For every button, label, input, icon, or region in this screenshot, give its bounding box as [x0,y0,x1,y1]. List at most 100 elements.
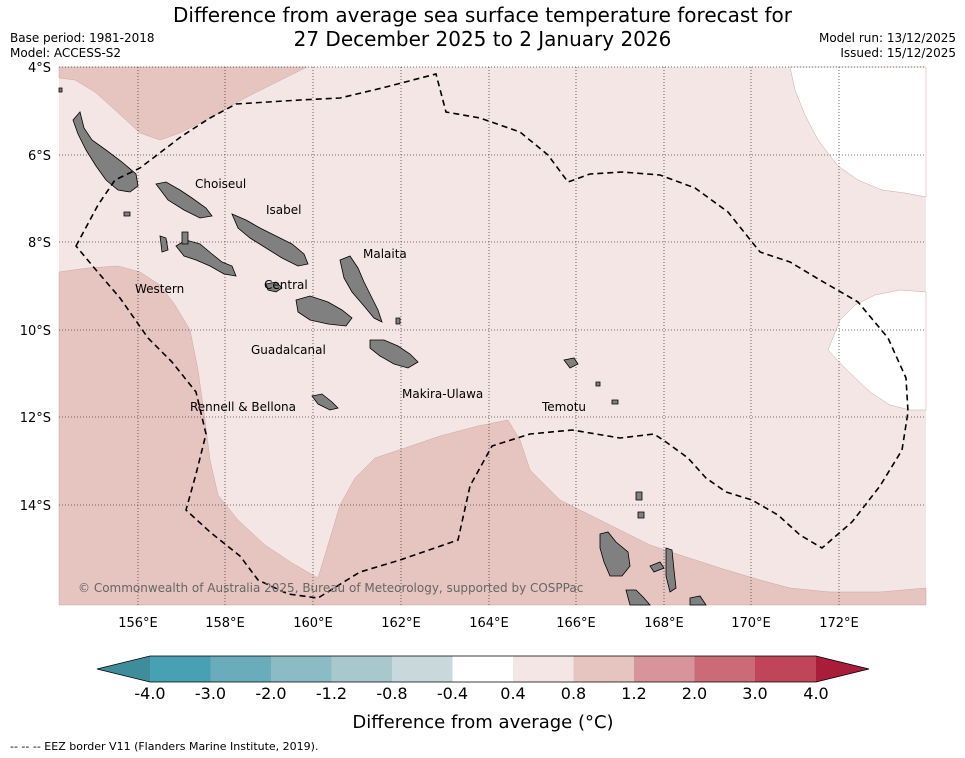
colorbar-tick-label: 0.8 [561,684,586,703]
region-label: Isabel [266,203,301,217]
lat-tick-label: 14°S [20,499,51,514]
anomaly-zone-south [58,265,927,606]
island-torres [635,491,643,501]
island-florida [265,281,283,293]
colorbar-segment [694,656,755,682]
region-label: Rennell & Bellona [190,400,296,414]
region-label: Malaita [363,247,407,261]
island-ambae [649,561,665,573]
colorbar-segment [271,656,332,682]
islet-3 [395,317,401,325]
island-espiritu-santo [599,531,631,577]
lat-tick-label: 10°S [20,324,51,339]
colorbar-ticks: -4.0 -3.0 -2.0 -1.2 -0.8 -0.4 0.4 0.8 1.… [134,684,828,703]
lon-tick-label: 170°E [731,616,771,631]
lon-tick-label: 156°E [118,616,158,631]
copyright-text: © Commonwealth of Australia 2025, Bureau… [78,581,583,595]
island-vella-lavella [159,235,169,253]
lon-tick-label: 168°E [644,616,684,631]
region-label: Central [264,278,308,292]
model-name: Model: ACCESS-S2 [10,46,122,60]
title-line-1: Difference from average sea surface temp… [172,3,792,27]
region-label: Choiseul [195,177,246,191]
island-banks [637,511,645,519]
colorbar-segments [150,656,816,682]
latitude-axis: 4°S 6°S 8°S 10°S 12°S 14°S [20,61,51,514]
islet-1 [123,211,131,217]
colorbar-segment [331,656,392,682]
lat-tick-label: 6°S [28,149,51,164]
island-maewo [665,547,677,593]
colorbar-tick-label: -4.0 [134,684,165,703]
lon-tick-label: 172°E [819,616,859,631]
model-run: Model run: 13/12/2025 [818,31,956,45]
colorbar-segment [452,656,513,682]
lon-tick-label: 164°E [469,616,509,631]
graticule [59,66,926,605]
island-vanikoro [611,399,619,405]
island-guadalcanal [295,295,353,327]
colorbar-segment [513,656,574,682]
island-santa-cruz [563,357,579,369]
lat-tick-label: 4°S [28,61,51,76]
neutral-zone-e [827,289,927,411]
anomaly-zones-high [58,66,927,606]
colorbar-tick-label: -2.0 [255,684,286,703]
title-line-2: 27 December 2025 to 2 January 2026 [293,27,672,51]
region-labels: Choiseul Isabel Malaita Western Central … [135,177,586,414]
island-makira [369,339,419,369]
island-malekula [625,589,651,606]
eez-border [75,73,909,599]
meta-left: Base period: 1981-2018 Model: ACCESS-S2 [10,31,155,61]
lon-tick-label: 162°E [381,616,421,631]
issued-date: Issued: 15/12/2025 [840,46,956,60]
neutral-zone-ne [789,66,927,198]
colorbar-segment [150,656,211,682]
colorbar-segment [755,656,816,682]
region-label: Temotu [541,400,586,414]
colorbar-label: Difference from average (°C) [352,712,613,733]
colorbar-tick-label: 0.4 [500,684,525,703]
region-label: Western [135,282,184,296]
lon-tick-label: 160°E [293,616,333,631]
colorbar-extend-low [97,656,150,682]
region-label: Guadalcanal [251,343,326,357]
page-title: Difference from average sea surface temp… [0,3,965,51]
islet-4 [58,87,63,93]
colorbar-tick-label: -3.0 [195,684,226,703]
lat-tick-label: 12°S [20,411,51,426]
colorbar: -4.0 -3.0 -2.0 -1.2 -0.8 -0.4 0.4 0.8 1.… [96,655,870,733]
lon-tick-label: 158°E [205,616,245,631]
islands [58,87,707,606]
longitude-axis: 156°E 158°E 160°E 162°E 164°E 166°E 168°… [118,616,859,631]
island-malaita [339,255,383,323]
colorbar-tick-label: 3.0 [742,684,767,703]
colorbar-segment [210,656,271,682]
anomaly-zone-north [58,66,308,141]
island-utupua [595,381,601,387]
island-rennell [311,393,339,411]
eez-footnote: -- -- -- EEZ border V11 (Flanders Marine… [10,740,319,753]
island-choiseul [155,181,213,219]
colorbar-outline [96,655,870,683]
base-period: Base period: 1981-2018 [10,31,155,45]
colorbar-tick-label: -0.4 [437,684,468,703]
region-label: Makira-Ulawa [402,387,483,401]
colorbar-segment [634,656,695,682]
island-new-georgia [175,239,237,277]
anomaly-zones-neutral [789,66,927,411]
colorbar-segment [392,656,453,682]
colorbar-tick-label: 2.0 [682,684,707,703]
colorbar-tick-label: 1.2 [621,684,646,703]
colorbar-segment [573,656,634,682]
islet-2 [181,231,189,245]
island-isabel [231,213,309,267]
colorbar-tick-label: -1.2 [316,684,347,703]
colorbar-tick-label: 4.0 [803,684,828,703]
island-choiseul-west [72,111,139,193]
lon-tick-label: 166°E [556,616,596,631]
colorbar-tick-label: -0.8 [376,684,407,703]
meta-right: Model run: 13/12/2025 Issued: 15/12/2025 [819,31,956,61]
island-ambrym [689,595,707,606]
